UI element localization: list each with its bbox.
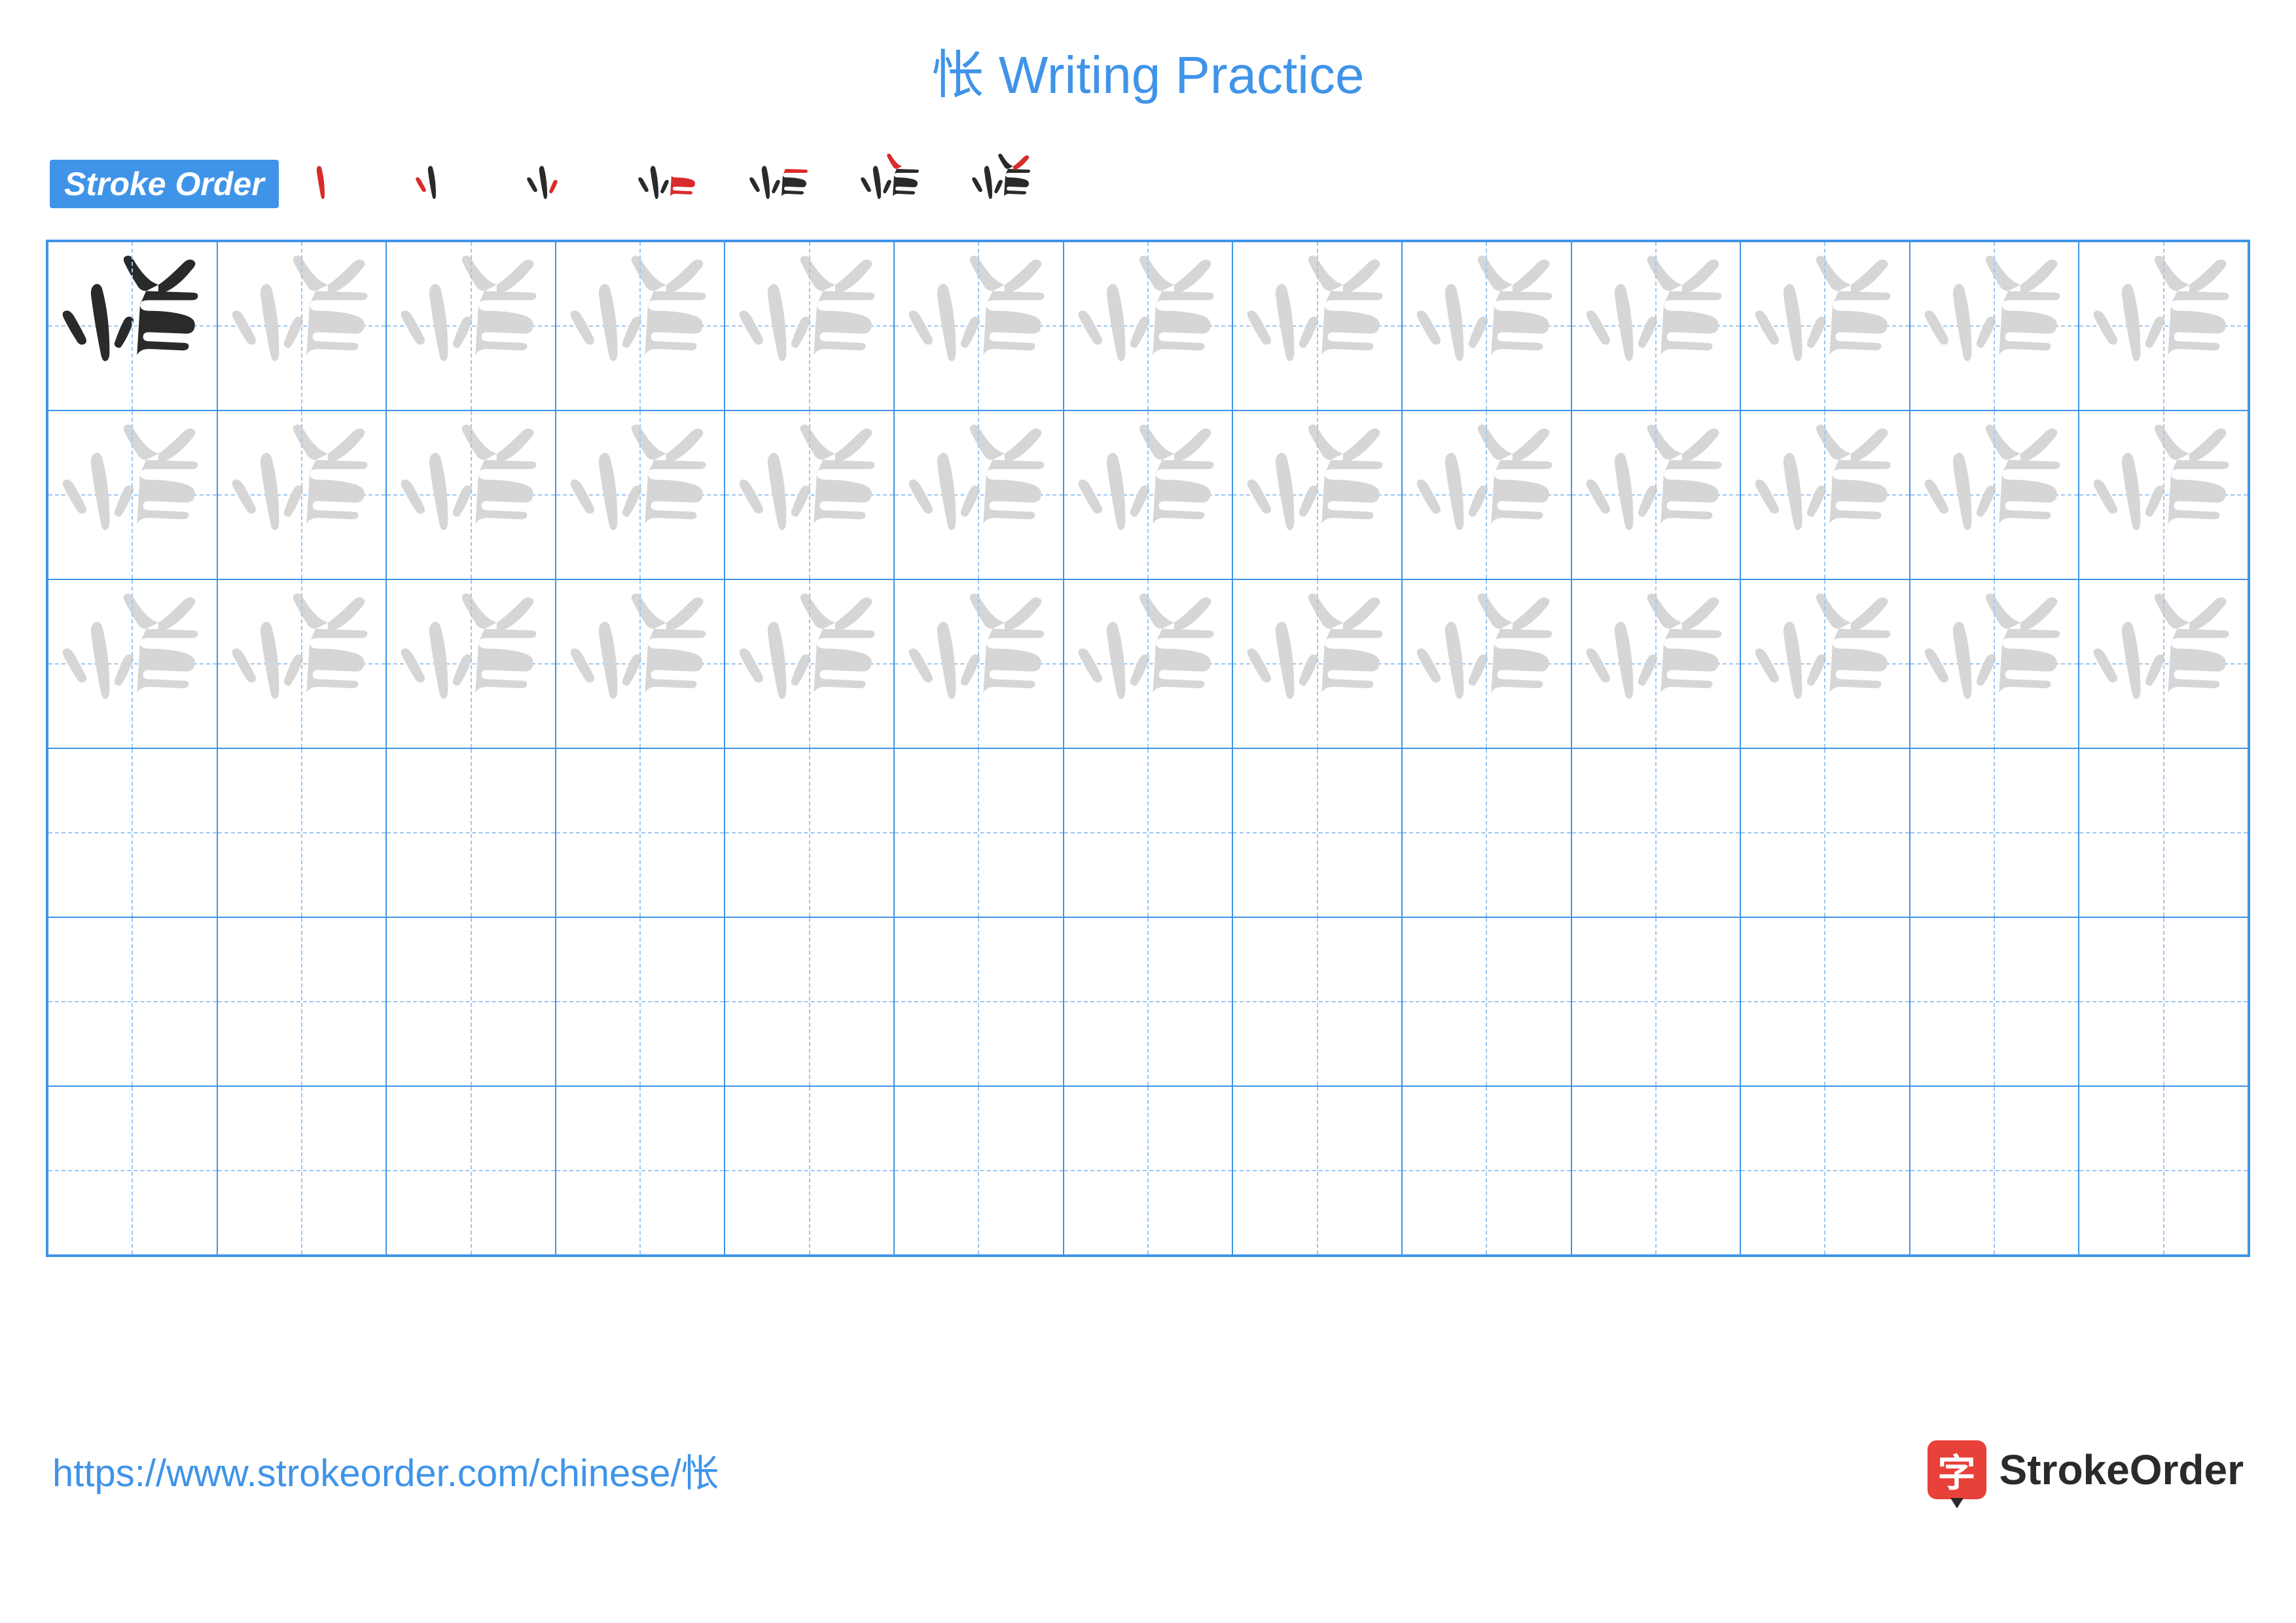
grid-cell xyxy=(556,579,725,748)
stroke-step xyxy=(966,148,1038,220)
grid-cell xyxy=(217,410,387,579)
grid-cell xyxy=(1740,917,1910,1086)
stroke-step xyxy=(632,148,704,220)
grid-cell xyxy=(1740,242,1910,410)
stroke-step xyxy=(744,148,816,220)
grid-cell xyxy=(1232,410,1402,579)
grid-cell xyxy=(1232,579,1402,748)
grid-cell xyxy=(1064,917,1233,1086)
grid-cell xyxy=(2079,917,2248,1086)
page-title: 怅 Writing Practice xyxy=(46,33,2250,109)
grid-cell xyxy=(1571,579,1741,748)
grid-cell xyxy=(48,242,217,410)
grid-cell xyxy=(725,1086,894,1255)
grid-cell xyxy=(1910,410,2079,579)
grid-cell xyxy=(1064,242,1233,410)
grid-cell xyxy=(725,579,894,748)
grid-cell xyxy=(1402,410,1571,579)
brand-text: StrokeOrder xyxy=(2000,1446,2244,1494)
grid-cell xyxy=(1232,917,1402,1086)
grid-cell xyxy=(386,579,556,748)
grid-cell xyxy=(1064,748,1233,917)
grid-cell xyxy=(556,410,725,579)
footer-url: https://www.strokeorder.com/chinese/怅 xyxy=(52,1442,719,1497)
stroke-order-row: Stroke Order xyxy=(46,148,2250,220)
grid-cell xyxy=(2079,748,2248,917)
grid-cell xyxy=(48,1086,217,1255)
grid-cell xyxy=(2079,579,2248,748)
grid-cell xyxy=(1064,579,1233,748)
grid-cell xyxy=(386,1086,556,1255)
grid-cell xyxy=(556,1086,725,1255)
grid-cell xyxy=(894,1086,1064,1255)
grid-cell xyxy=(1402,917,1571,1086)
grid-cell xyxy=(1402,579,1571,748)
grid-cell xyxy=(1910,1086,2079,1255)
grid-cell xyxy=(1232,748,1402,917)
grid-cell xyxy=(556,917,725,1086)
grid-cell xyxy=(2079,410,2248,579)
grid-cell xyxy=(386,242,556,410)
grid-cell xyxy=(725,242,894,410)
grid-cell xyxy=(1402,1086,1571,1255)
grid-cell xyxy=(725,748,894,917)
grid-cell xyxy=(48,917,217,1086)
grid-cell xyxy=(48,748,217,917)
grid-cell xyxy=(1571,917,1741,1086)
brand-icon: 字 xyxy=(1928,1440,1986,1499)
grid-cell xyxy=(894,410,1064,579)
stroke-steps-container xyxy=(298,148,1038,220)
grid-cell xyxy=(1402,748,1571,917)
grid-cell xyxy=(1740,1086,1910,1255)
grid-cell xyxy=(1571,1086,1741,1255)
grid-cell xyxy=(1910,242,2079,410)
grid-cell xyxy=(1571,410,1741,579)
practice-grid xyxy=(46,240,2250,1257)
stroke-step xyxy=(855,148,927,220)
grid-cell xyxy=(556,242,725,410)
grid-cell xyxy=(386,748,556,917)
grid-cell xyxy=(1910,917,2079,1086)
grid-cell xyxy=(386,410,556,579)
grid-cell xyxy=(1740,748,1910,917)
grid-cell xyxy=(217,242,387,410)
grid-cell xyxy=(2079,1086,2248,1255)
grid-cell xyxy=(1064,410,1233,579)
grid-cell xyxy=(1910,748,2079,917)
grid-cell xyxy=(48,579,217,748)
grid-cell xyxy=(217,917,387,1086)
grid-cell xyxy=(1232,242,1402,410)
grid-cell xyxy=(894,917,1064,1086)
brand-logo: 字 StrokeOrder xyxy=(1928,1440,2244,1499)
grid-cell xyxy=(725,410,894,579)
grid-cell xyxy=(1740,410,1910,579)
stroke-step xyxy=(521,148,593,220)
stroke-step xyxy=(298,148,370,220)
grid-cell xyxy=(725,917,894,1086)
stroke-order-label: Stroke Order xyxy=(50,160,279,208)
grid-cell xyxy=(1740,579,1910,748)
grid-cell xyxy=(1402,242,1571,410)
grid-cell xyxy=(1571,242,1741,410)
page-footer: https://www.strokeorder.com/chinese/怅 字 … xyxy=(46,1440,2250,1499)
grid-cell xyxy=(1571,748,1741,917)
grid-cell xyxy=(386,917,556,1086)
stroke-step xyxy=(410,148,482,220)
title-char: 怅 xyxy=(932,46,984,104)
grid-cell xyxy=(894,579,1064,748)
grid-cell xyxy=(217,1086,387,1255)
grid-cell xyxy=(556,748,725,917)
grid-cell xyxy=(48,410,217,579)
title-suffix: Writing Practice xyxy=(984,46,1365,104)
grid-cell xyxy=(1232,1086,1402,1255)
grid-cell xyxy=(217,748,387,917)
grid-cell xyxy=(2079,242,2248,410)
grid-cell xyxy=(894,748,1064,917)
grid-cell xyxy=(1910,579,2079,748)
grid-cell xyxy=(217,579,387,748)
grid-cell xyxy=(1064,1086,1233,1255)
grid-cell xyxy=(894,242,1064,410)
